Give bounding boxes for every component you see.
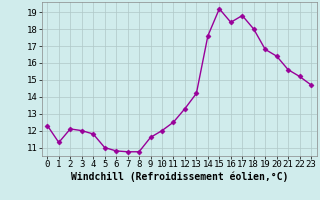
X-axis label: Windchill (Refroidissement éolien,°C): Windchill (Refroidissement éolien,°C) (70, 172, 288, 182)
